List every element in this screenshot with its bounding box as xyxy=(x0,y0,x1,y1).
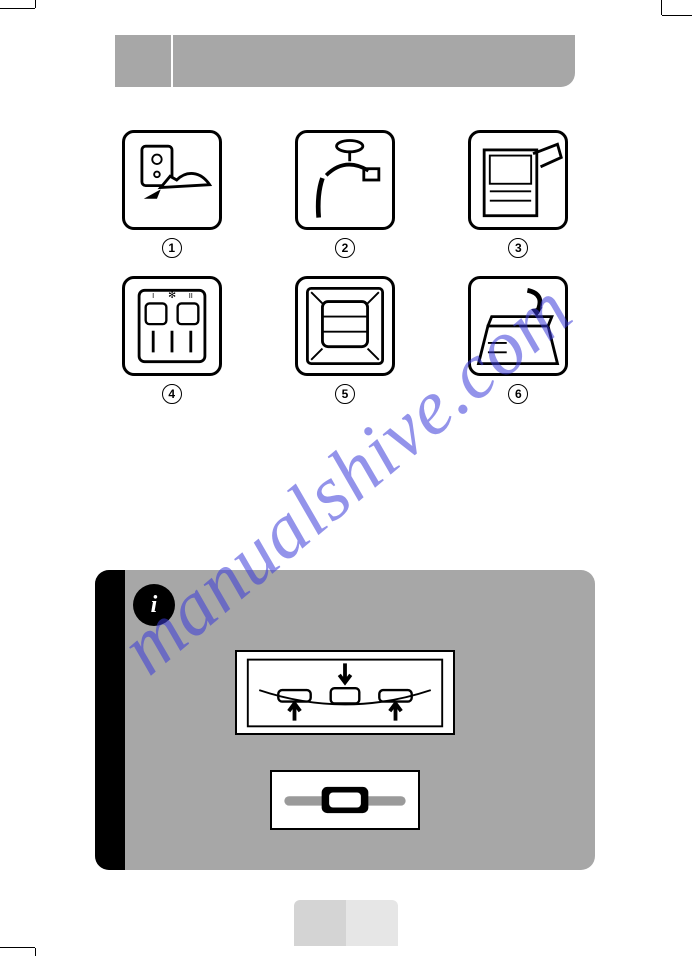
svg-text:II: II xyxy=(188,291,192,300)
step-illustration-close-lid xyxy=(468,276,568,376)
step-number: 1 xyxy=(162,238,182,258)
step-number: 3 xyxy=(508,238,528,258)
step-cell: 1 xyxy=(115,130,228,258)
info-sidebar xyxy=(95,570,125,870)
header-bar xyxy=(115,35,575,87)
step-cell: 3 xyxy=(462,130,575,258)
steps-grid: 1 2 3 xyxy=(115,130,575,404)
svg-text:I: I xyxy=(152,291,154,300)
svg-text:✻: ✻ xyxy=(168,289,176,300)
crop-mark xyxy=(661,0,662,15)
crop-mark xyxy=(35,0,36,8)
step-illustration-open-lid xyxy=(468,130,568,230)
info-illustration-detergent-arrows xyxy=(235,650,455,735)
info-glyph: i xyxy=(151,592,158,619)
page-footer-tabs xyxy=(294,900,398,946)
step-illustration-drum xyxy=(295,276,395,376)
footer-tab-right xyxy=(346,900,398,946)
info-illustration-latch xyxy=(270,770,420,830)
crop-mark xyxy=(0,947,35,948)
step-cell: 5 xyxy=(288,276,401,404)
crop-mark xyxy=(662,15,692,16)
step-cell: 2 xyxy=(288,130,401,258)
step-cell: I ✻ II 4 xyxy=(115,276,228,404)
crop-mark xyxy=(35,948,36,956)
crop-mark xyxy=(0,8,35,9)
step-illustration-plug xyxy=(122,130,222,230)
step-number: 5 xyxy=(335,384,355,404)
step-illustration-detergent: I ✻ II xyxy=(122,276,222,376)
step-illustration-tap xyxy=(295,130,395,230)
footer-tab-left xyxy=(294,900,346,946)
step-number: 6 xyxy=(508,384,528,404)
step-number: 2 xyxy=(335,238,355,258)
step-cell: 6 xyxy=(462,276,575,404)
step-number: 4 xyxy=(162,384,182,404)
info-icon: i xyxy=(133,584,175,626)
info-panel: i xyxy=(95,570,595,870)
